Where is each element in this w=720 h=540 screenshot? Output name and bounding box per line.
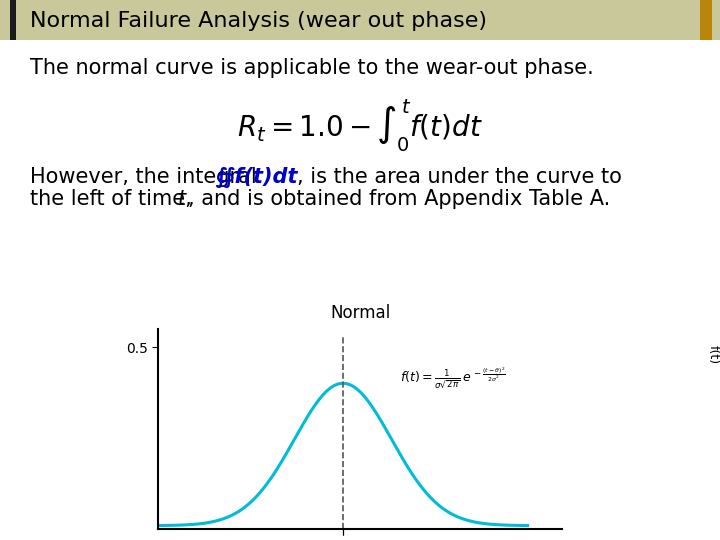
Text: $f(t) = \frac{1}{\sigma\sqrt{2\pi}}\,e^{\,-\frac{(t-\theta)^2}{2\sigma^2}}$: $f(t) = \frac{1}{\sigma\sqrt{2\pi}}\,e^{…	[400, 366, 506, 390]
Text: However, the integral: However, the integral	[30, 167, 264, 187]
Text: , is the area under the curve to: , is the area under the curve to	[297, 167, 622, 187]
Text: $R_t = 1.0 - \int_0^t f(t)dt$: $R_t = 1.0 - \int_0^t f(t)dt$	[237, 97, 483, 153]
Text: , and is obtained from Appendix Table A.: , and is obtained from Appendix Table A.	[188, 189, 611, 209]
FancyBboxPatch shape	[700, 0, 712, 40]
Text: t: t	[178, 189, 186, 209]
Text: ∯f(t)dt: ∯f(t)dt	[214, 166, 297, 187]
Text: The normal curve is applicable to the wear-out phase.: The normal curve is applicable to the we…	[30, 58, 594, 78]
Title: Normal: Normal	[330, 304, 390, 322]
Text: the left of time,: the left of time,	[30, 189, 199, 209]
Text: Normal Failure Analysis (wear out phase): Normal Failure Analysis (wear out phase)	[30, 11, 487, 31]
Text: f(t): f(t)	[707, 346, 720, 365]
FancyBboxPatch shape	[10, 0, 16, 40]
FancyBboxPatch shape	[0, 0, 720, 40]
